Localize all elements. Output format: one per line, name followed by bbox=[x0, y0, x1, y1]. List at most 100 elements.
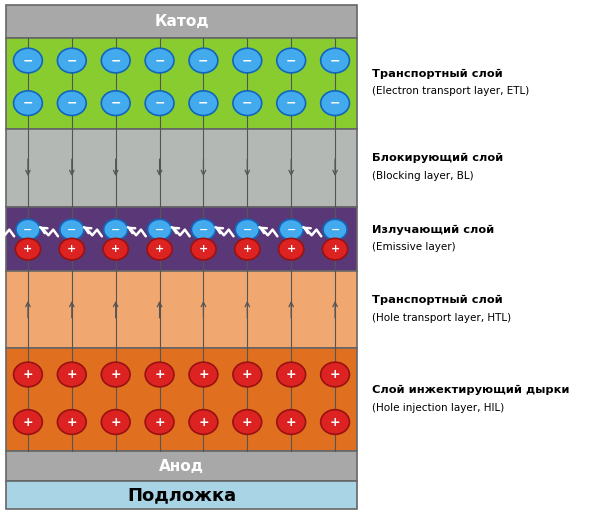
Text: +: + bbox=[67, 415, 77, 429]
Circle shape bbox=[191, 238, 216, 260]
Circle shape bbox=[16, 238, 41, 260]
Circle shape bbox=[14, 91, 43, 116]
Circle shape bbox=[60, 219, 84, 240]
Circle shape bbox=[58, 48, 86, 73]
Circle shape bbox=[189, 91, 218, 116]
Text: −: − bbox=[286, 97, 296, 109]
Circle shape bbox=[101, 48, 130, 73]
Text: +: + bbox=[23, 244, 32, 254]
Text: +: + bbox=[199, 244, 208, 254]
Text: Анод: Анод bbox=[159, 458, 204, 473]
Text: −: − bbox=[67, 54, 77, 67]
Text: Излучающий слой: Излучающий слой bbox=[372, 225, 494, 235]
Text: −: − bbox=[23, 225, 32, 234]
Text: −: − bbox=[198, 97, 209, 109]
Circle shape bbox=[145, 91, 174, 116]
Bar bbox=[6, 451, 357, 481]
Circle shape bbox=[101, 91, 130, 116]
Circle shape bbox=[322, 238, 347, 260]
Text: +: + bbox=[198, 368, 209, 381]
Text: +: + bbox=[330, 415, 340, 429]
Text: −: − bbox=[154, 97, 165, 109]
Text: Транспортный слой: Транспортный слой bbox=[372, 69, 503, 79]
Text: −: − bbox=[67, 97, 77, 109]
Bar bbox=[6, 128, 357, 207]
Text: Катод: Катод bbox=[154, 14, 209, 29]
Circle shape bbox=[101, 410, 130, 434]
Text: Транспортный слой: Транспортный слой bbox=[372, 295, 503, 305]
Bar bbox=[6, 481, 357, 509]
Circle shape bbox=[14, 48, 43, 73]
Circle shape bbox=[58, 410, 86, 434]
Circle shape bbox=[191, 219, 215, 240]
Circle shape bbox=[320, 362, 349, 387]
Circle shape bbox=[145, 410, 174, 434]
Text: −: − bbox=[110, 54, 121, 67]
Text: +: + bbox=[110, 368, 121, 381]
Text: −: − bbox=[198, 54, 209, 67]
Circle shape bbox=[148, 219, 172, 240]
Text: −: − bbox=[331, 225, 340, 234]
Text: −: − bbox=[110, 97, 121, 109]
Text: +: + bbox=[287, 244, 296, 254]
Circle shape bbox=[277, 48, 305, 73]
Circle shape bbox=[277, 362, 305, 387]
Circle shape bbox=[233, 91, 262, 116]
Circle shape bbox=[235, 219, 259, 240]
Text: +: + bbox=[198, 415, 209, 429]
Text: −: − bbox=[111, 225, 121, 234]
Bar bbox=[6, 5, 357, 38]
Text: −: − bbox=[23, 54, 33, 67]
Text: −: − bbox=[242, 54, 253, 67]
Text: −: − bbox=[23, 97, 33, 109]
Text: −: − bbox=[67, 225, 77, 234]
Circle shape bbox=[320, 410, 349, 434]
Text: +: + bbox=[154, 415, 165, 429]
Text: (Blocking layer, BL): (Blocking layer, BL) bbox=[372, 171, 473, 181]
Circle shape bbox=[320, 48, 349, 73]
Text: −: − bbox=[155, 225, 164, 234]
Text: +: + bbox=[67, 244, 76, 254]
Circle shape bbox=[14, 410, 43, 434]
Circle shape bbox=[189, 410, 218, 434]
Text: (Hole transport layer, HTL): (Hole transport layer, HTL) bbox=[372, 313, 511, 323]
Text: +: + bbox=[110, 415, 121, 429]
Text: Слой инжектирующий дырки: Слой инжектирующий дырки bbox=[372, 385, 569, 395]
Text: (Hole injection layer, HIL): (Hole injection layer, HIL) bbox=[372, 402, 504, 413]
Text: +: + bbox=[154, 368, 165, 381]
Text: −: − bbox=[287, 225, 296, 234]
Text: +: + bbox=[330, 368, 340, 381]
Circle shape bbox=[189, 48, 218, 73]
Text: Блокирующий слой: Блокирующий слой bbox=[372, 153, 503, 163]
Circle shape bbox=[233, 410, 262, 434]
Circle shape bbox=[101, 362, 130, 387]
Text: (Electron transport layer, ETL): (Electron transport layer, ETL) bbox=[372, 86, 529, 97]
Circle shape bbox=[145, 362, 174, 387]
Text: Подложка: Подложка bbox=[127, 486, 236, 504]
Circle shape bbox=[277, 91, 305, 116]
Circle shape bbox=[233, 362, 262, 387]
Circle shape bbox=[279, 219, 303, 240]
Text: +: + bbox=[23, 368, 33, 381]
Text: −: − bbox=[242, 225, 252, 234]
Circle shape bbox=[278, 238, 304, 260]
Circle shape bbox=[277, 410, 305, 434]
Text: +: + bbox=[111, 244, 121, 254]
Circle shape bbox=[59, 238, 85, 260]
Circle shape bbox=[104, 219, 128, 240]
Text: +: + bbox=[286, 368, 296, 381]
Text: −: − bbox=[199, 225, 208, 234]
Bar bbox=[6, 38, 357, 128]
Text: −: − bbox=[330, 97, 340, 109]
Circle shape bbox=[145, 48, 174, 73]
Circle shape bbox=[320, 91, 349, 116]
Circle shape bbox=[58, 91, 86, 116]
Circle shape bbox=[323, 219, 347, 240]
Bar bbox=[6, 347, 357, 451]
Text: +: + bbox=[23, 415, 33, 429]
Text: −: − bbox=[330, 54, 340, 67]
Circle shape bbox=[58, 362, 86, 387]
Circle shape bbox=[16, 219, 40, 240]
Circle shape bbox=[235, 238, 260, 260]
Text: (Emissive layer): (Emissive layer) bbox=[372, 242, 455, 252]
